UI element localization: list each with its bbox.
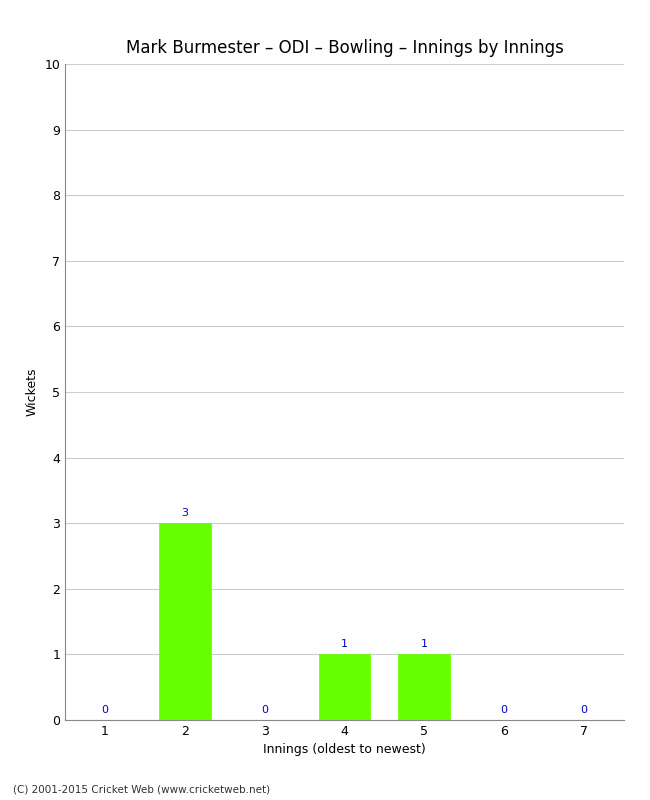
Text: 0: 0 <box>261 705 268 714</box>
Text: 0: 0 <box>500 705 508 714</box>
Bar <box>398 654 450 720</box>
Text: 0: 0 <box>580 705 588 714</box>
Bar <box>159 523 211 720</box>
Bar <box>318 654 370 720</box>
Text: 1: 1 <box>421 639 428 649</box>
Title: Mark Burmester – ODI – Bowling – Innings by Innings: Mark Burmester – ODI – Bowling – Innings… <box>125 39 564 57</box>
Text: 0: 0 <box>101 705 109 714</box>
X-axis label: Innings (oldest to newest): Innings (oldest to newest) <box>263 743 426 757</box>
Text: 3: 3 <box>181 508 188 518</box>
Y-axis label: Wickets: Wickets <box>26 368 39 416</box>
Text: (C) 2001-2015 Cricket Web (www.cricketweb.net): (C) 2001-2015 Cricket Web (www.cricketwe… <box>13 784 270 794</box>
Text: 1: 1 <box>341 639 348 649</box>
